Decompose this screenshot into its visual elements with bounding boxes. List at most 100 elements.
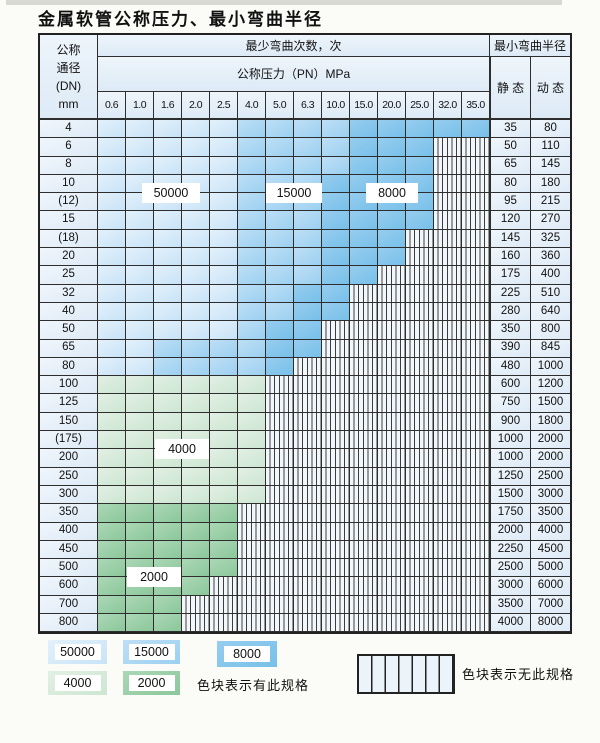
- dynamic-radius-cell: 1200: [531, 376, 570, 395]
- cell-no-spec: [406, 431, 434, 450]
- cell-no-spec: [210, 614, 238, 633]
- cell-no-spec: [462, 504, 490, 523]
- cell-no-spec: [350, 431, 378, 450]
- cell-no-spec: [322, 412, 350, 432]
- cell-spec-4000: [182, 485, 210, 505]
- cell-no-spec: [322, 449, 350, 468]
- static-radius-cell: 80: [490, 174, 531, 194]
- dn-cell-150: 150: [40, 412, 98, 432]
- cell-spec-4000: [126, 467, 154, 486]
- dynamic-radius-cell: 180: [531, 174, 570, 194]
- cell-no-spec: [350, 302, 378, 322]
- cell-no-spec: [462, 174, 490, 194]
- cell-no-spec: [434, 284, 462, 303]
- cell-spec-15000: [266, 138, 294, 157]
- cell-no-spec: [350, 376, 378, 395]
- cell-spec-4000: [154, 376, 182, 395]
- cell-spec-15000: [266, 229, 294, 249]
- cell-spec-2000: [182, 577, 210, 596]
- header-min-bend-radius: 最小弯曲半径: [490, 35, 570, 57]
- cell-no-spec: [378, 467, 406, 486]
- cell-no-spec: [266, 376, 294, 395]
- cell-no-spec: [238, 614, 266, 633]
- cell-no-spec: [406, 412, 434, 432]
- cell-spec-15000: [294, 266, 322, 285]
- cell-spec-50000: [126, 284, 154, 303]
- cell-no-spec: [322, 595, 350, 615]
- header-dn-line1: 公称: [56, 42, 81, 57]
- dn-cell-300: 300: [40, 485, 98, 505]
- cell-spec-8000: [322, 229, 350, 249]
- cell-spec-4000: [210, 394, 238, 413]
- cell-spec-15000: [266, 248, 294, 267]
- cell-spec-15000: [238, 229, 266, 249]
- cell-no-spec: [406, 302, 434, 322]
- cell-no-spec: [294, 504, 322, 523]
- cell-spec-15000: [322, 120, 350, 139]
- cell-spec-50000: [154, 302, 182, 322]
- static-radius-cell: 2500: [490, 559, 531, 578]
- dynamic-radius-cell: 4000: [531, 522, 570, 541]
- cell-spec-50000: [98, 174, 126, 194]
- cell-spec-2000: [154, 504, 182, 523]
- top-scan-edge: [6, 0, 562, 5]
- static-radius-cell: 280: [490, 302, 531, 322]
- zone-label-2000: 2000: [127, 567, 181, 587]
- cell-spec-15000: [294, 120, 322, 139]
- cell-no-spec: [294, 431, 322, 450]
- dn-cell-15: 15: [40, 211, 98, 230]
- pressure-header-2.5: 2.5: [210, 92, 238, 120]
- dynamic-radius-cell: 5000: [531, 559, 570, 578]
- static-radius-cell: 750: [490, 394, 531, 413]
- cell-spec-8000: [378, 229, 406, 249]
- cell-spec-15000: [266, 211, 294, 230]
- cell-no-spec: [462, 156, 490, 175]
- cell-spec-2000: [126, 522, 154, 541]
- legend-swatch-label: 8000: [224, 646, 270, 662]
- cell-spec-50000: [98, 302, 126, 322]
- static-radius-cell: 1250: [490, 467, 531, 486]
- static-radius-cell: 35: [490, 120, 531, 139]
- cell-no-spec: [294, 522, 322, 541]
- cell-no-spec: [266, 485, 294, 505]
- cell-spec-4000: [210, 449, 238, 468]
- pressure-header-1.6: 1.6: [154, 92, 182, 120]
- header-dynamic: 动 态: [531, 57, 570, 120]
- static-radius-cell: 3500: [490, 595, 531, 615]
- cell-spec-4000: [238, 376, 266, 395]
- cell-no-spec: [434, 266, 462, 285]
- cell-no-spec: [266, 540, 294, 560]
- cell-no-spec: [294, 559, 322, 578]
- cell-no-spec: [406, 559, 434, 578]
- cell-spec-4000: [98, 449, 126, 468]
- cell-no-spec: [294, 485, 322, 505]
- cell-no-spec: [378, 485, 406, 505]
- cell-no-spec: [434, 559, 462, 578]
- cell-no-spec: [406, 577, 434, 596]
- cell-spec-15000: [238, 266, 266, 285]
- cell-spec-2000: [154, 614, 182, 633]
- zone-label-8000: 8000: [366, 183, 418, 203]
- cell-no-spec: [294, 412, 322, 432]
- cell-spec-2000: [210, 540, 238, 560]
- cell-no-spec: [406, 376, 434, 395]
- cell-no-spec: [434, 138, 462, 157]
- cell-spec-15000: [238, 248, 266, 267]
- legend-has-spec-note: 色块表示有此规格: [197, 678, 310, 693]
- dn-cell-600: 600: [40, 577, 98, 596]
- cell-spec-4000: [238, 431, 266, 450]
- cell-spec-4000: [182, 394, 210, 413]
- cell-spec-15000: [238, 284, 266, 303]
- cell-spec-50000: [98, 357, 126, 377]
- static-radius-cell: 600: [490, 376, 531, 395]
- dynamic-radius-cell: 4500: [531, 540, 570, 560]
- cell-no-spec: [378, 376, 406, 395]
- header-bend-cycles: 最少弯曲次数，次: [98, 35, 490, 57]
- cell-no-spec: [378, 431, 406, 450]
- dynamic-radius-cell: 270: [531, 211, 570, 230]
- cell-no-spec: [350, 339, 378, 358]
- dn-cell-4: 4: [40, 120, 98, 139]
- zone-label-50000: 50000: [142, 183, 200, 203]
- dn-cell-800: 800: [40, 614, 98, 633]
- cell-no-spec: [406, 321, 434, 340]
